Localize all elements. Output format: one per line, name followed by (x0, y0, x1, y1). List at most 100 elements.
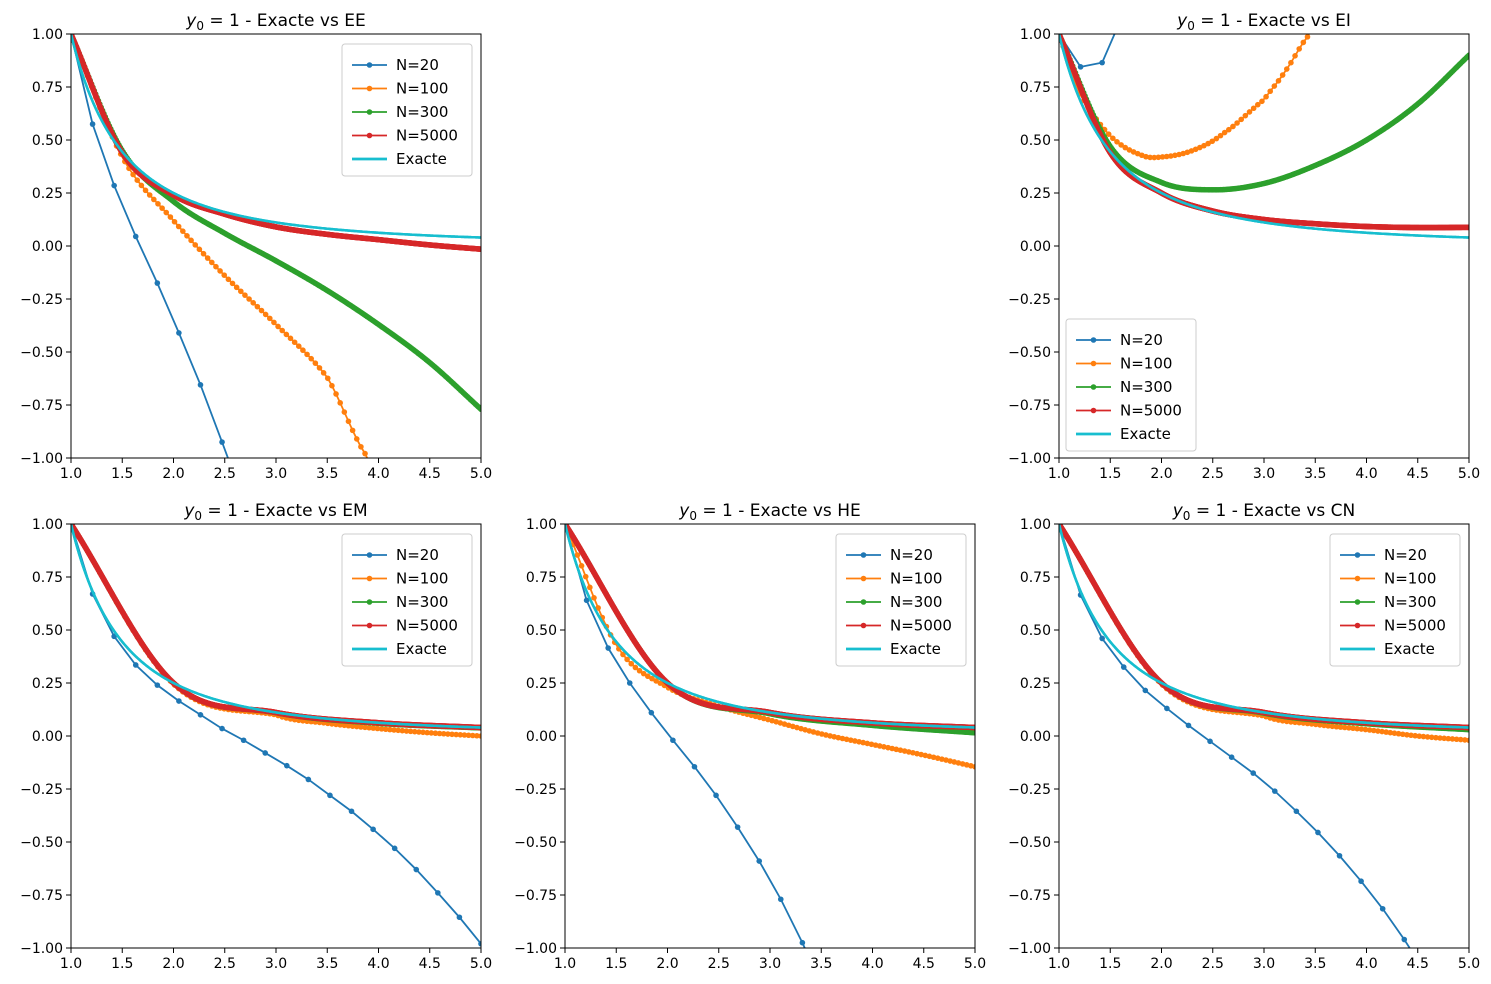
x-tick-label: 4.0 (861, 956, 883, 972)
legend-item: Exacte (352, 150, 447, 168)
data-point (348, 808, 355, 815)
data-point (1185, 722, 1192, 729)
y-tick-label: 0.25 (1020, 186, 1051, 202)
data-point (1315, 829, 1321, 836)
data-point (1163, 153, 1170, 160)
data-point (1118, 142, 1124, 148)
x-tick-label: 4.5 (419, 466, 441, 482)
data-point (159, 205, 165, 211)
x-tick-label: 2.0 (1150, 466, 1172, 482)
data-point (1336, 852, 1343, 859)
plot-area (1059, 10, 1469, 239)
data-point (204, 255, 211, 261)
x-tick-label: 3.0 (265, 956, 287, 972)
data-point (175, 223, 182, 230)
data-point (305, 776, 312, 783)
y-tick-label: −0.25 (1008, 292, 1051, 308)
data-point (345, 418, 352, 425)
legend-marker (366, 622, 373, 629)
legend-marker (1090, 337, 1097, 343)
exact-line (1059, 34, 1469, 239)
data-point (132, 662, 139, 668)
data-point (300, 347, 306, 354)
series-n-5000 (71, 34, 481, 252)
data-point (1267, 88, 1274, 95)
data-point (1221, 129, 1228, 136)
data-point (1205, 140, 1211, 147)
subplot-title: y0 = 1 - Exacte vs EM (183, 501, 367, 523)
y-tick-label: −1.00 (1008, 451, 1051, 467)
y-tick-label: 0.75 (1020, 80, 1051, 96)
data-point (1228, 754, 1235, 760)
legend-label: N=20 (396, 56, 439, 74)
data-point (670, 737, 676, 744)
y-tick-label: 1.00 (1020, 27, 1051, 43)
x-tick-label: 2.5 (214, 466, 236, 482)
legend-label: Exacte (890, 640, 941, 658)
legend-marker (860, 599, 867, 605)
x-tick-label: 1.0 (554, 956, 576, 972)
legend-item: N=20 (352, 56, 439, 74)
data-point (320, 370, 327, 376)
data-point (1293, 808, 1300, 815)
data-point (130, 171, 136, 178)
data-point (1254, 101, 1261, 108)
legend-label: N=100 (1120, 355, 1172, 373)
data-point (1121, 10, 1127, 16)
data-point (1401, 936, 1408, 943)
x-tick-label: 4.0 (367, 956, 389, 972)
legend-label: Exacte (396, 640, 447, 658)
x-tick-label: 1.5 (111, 466, 133, 482)
data-point (163, 209, 170, 216)
data-point (219, 439, 225, 445)
data-point (287, 335, 294, 342)
y-tick-label: 0.75 (32, 80, 63, 96)
data-point (316, 365, 323, 371)
x-tick-label: 5.0 (964, 956, 986, 972)
legend-marker (1090, 384, 1097, 390)
data-point (138, 182, 145, 189)
x-tick-label: 5.0 (470, 466, 492, 482)
data-point (1300, 39, 1307, 46)
data-point (295, 343, 302, 349)
legend-marker (366, 575, 373, 582)
data-point (246, 296, 252, 302)
series-band (1059, 34, 1469, 231)
y-tick-label: 0.25 (32, 186, 63, 202)
data-point (219, 725, 225, 732)
y-tick-label: 0.75 (526, 570, 557, 586)
data-point (188, 237, 194, 244)
data-point (111, 182, 117, 189)
x-tick-label: 2.5 (1202, 466, 1224, 482)
legend-label: N=20 (396, 546, 439, 564)
legend-marker (366, 62, 373, 68)
y-tick-label: 0.25 (32, 676, 63, 692)
x-tick-label: 4.0 (367, 466, 389, 482)
series-n-100 (1059, 34, 1311, 161)
legend-marker (860, 552, 867, 558)
data-point (266, 315, 273, 322)
legend-marker (860, 575, 867, 582)
legend-label: N=100 (890, 570, 942, 588)
data-point (1126, 147, 1133, 153)
legend-label: N=100 (396, 80, 448, 98)
y-tick-label: 0.00 (32, 239, 63, 255)
y-tick-label: −0.75 (20, 398, 63, 414)
data-point (1246, 109, 1253, 115)
data-point (456, 914, 463, 921)
data-point (250, 300, 257, 306)
data-point (648, 709, 655, 716)
data-point (799, 939, 806, 946)
subplot-title: y0 = 1 - Exacte vs EI (1176, 11, 1351, 33)
data-point (134, 177, 141, 183)
x-tick-label: 3.5 (810, 956, 832, 972)
data-point (304, 351, 310, 358)
data-point (1099, 59, 1105, 66)
data-point (1105, 131, 1112, 137)
data-point (132, 233, 139, 240)
data-point (176, 330, 182, 336)
